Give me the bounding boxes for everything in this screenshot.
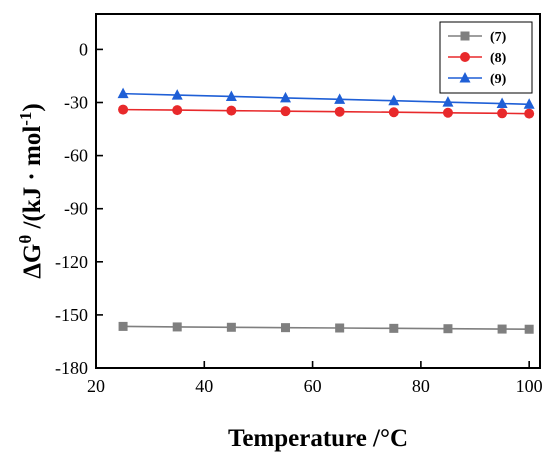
y-axis-title-mid: /(kJ · mol [19,126,46,235]
y-tick-label: -120 [55,252,88,272]
data-point [118,104,129,115]
x-tick-label: 100 [516,376,543,396]
data-point [226,105,237,116]
series-line [123,108,530,115]
data-point [281,323,291,333]
data-point [334,93,346,104]
data-point [497,108,508,119]
y-axis-title-main: ΔG [19,244,46,279]
data-point [443,324,453,334]
series-layer [117,87,535,334]
y-axis-title: ΔGθ /(kJ · mol-1) [16,103,46,279]
x-tick-label: 20 [87,376,105,396]
data-point [172,322,182,332]
series-2 [118,104,535,119]
legend-marker [460,52,470,62]
series-line [123,325,530,331]
data-point [497,324,507,334]
data-point [524,108,535,119]
legend-label: (9) [490,72,507,87]
data-point [523,98,535,109]
y-axis-title-sup: θ [16,235,35,244]
y-axis: 0 -30 -60 -90 -120 -150 -180 [55,39,103,378]
y-tick-label: -60 [64,146,88,166]
y-tick-label: -150 [55,305,88,325]
data-point [280,106,291,117]
plot-area [95,13,541,369]
data-point [388,94,400,106]
y-tick-label: -30 [64,93,88,113]
legend: (7) (8) (9) [439,21,533,94]
data-point [172,105,183,116]
legend-marker [459,72,471,83]
data-point [442,96,454,107]
legend-label: (7) [490,30,507,45]
x-tick-label: 60 [304,376,322,396]
data-point [117,87,129,99]
x-tick-label: 80 [412,376,430,396]
data-point [225,90,237,101]
series-line [123,92,530,106]
plot-frame [95,13,541,369]
data-point [171,89,183,100]
legend-item: (8) [448,51,507,66]
data-point [496,97,508,109]
x-tick-label: 40 [195,376,213,396]
x-axis-title: Temperature /°C [228,425,408,452]
data-point [118,321,128,331]
y-axis-title-end: ) [19,103,46,111]
legend-label: (8) [490,51,507,66]
legend-item: (7) [448,30,507,45]
data-point [389,323,399,333]
data-point [442,107,453,118]
series-3 [117,87,535,109]
legend-marker [460,31,470,41]
data-point [280,91,292,103]
x-axis: 20 40 60 80 100 [87,361,543,396]
series-1 [118,321,534,334]
data-point [335,323,345,333]
y-tick-label: 0 [79,39,88,59]
data-point [388,107,399,118]
data-point [524,324,534,334]
y-tick-label: -90 [64,199,88,219]
y-axis-title-sup2: -1 [16,112,35,126]
legend-item: (9) [448,72,507,87]
data-point [226,322,236,332]
legend-box [439,21,533,94]
y-tick-label: -180 [55,358,88,378]
data-point [334,106,345,117]
